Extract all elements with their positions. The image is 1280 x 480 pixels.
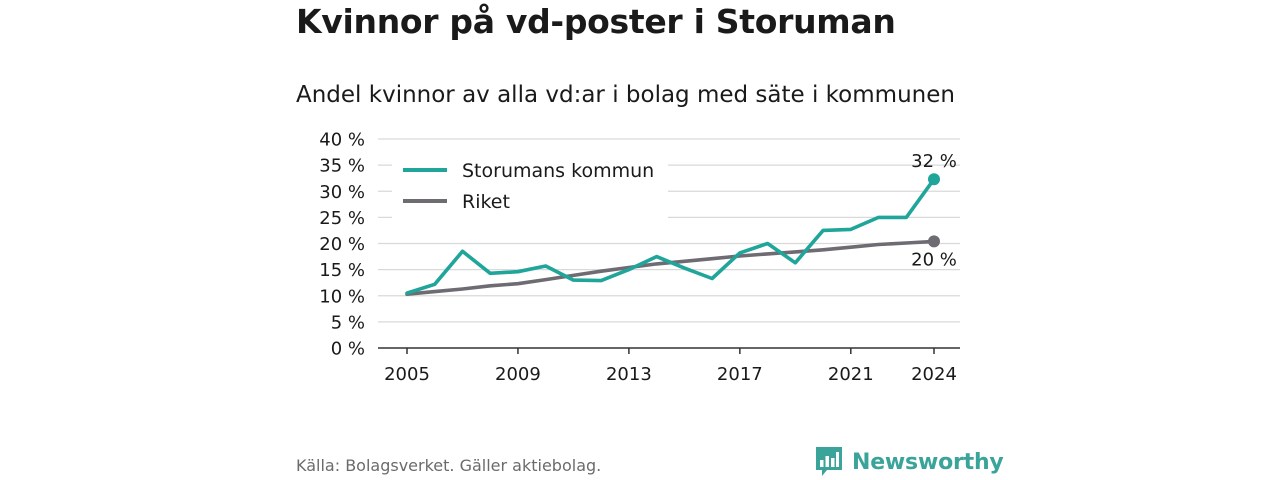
series-line-storuman xyxy=(405,177,936,295)
y-tick-label: 20 % xyxy=(319,234,365,255)
y-tick-label: 35 % xyxy=(319,156,365,177)
x-tick-label: 2021 xyxy=(828,364,874,385)
series-end-point-riket xyxy=(928,235,940,248)
y-tick-label: 30 % xyxy=(319,182,365,203)
series-end-point-storuman xyxy=(928,173,940,186)
legend-label: Riket xyxy=(462,191,510,213)
line-chart: 0 % 5 % 10 % 15 % 20 % 25 % 30 % 35 % 40 % 2005 20… xyxy=(319,130,960,385)
x-tick-label: 2024 xyxy=(911,364,957,385)
y-tick-label: 25 % xyxy=(319,208,365,229)
y-tick-label: 40 % xyxy=(319,130,365,151)
y-tick-label: 5 % xyxy=(331,312,365,333)
chart-subtitle: Andel kvinnor av alla vd:ar i bolag med … xyxy=(296,82,955,108)
y-tick-label: 15 % xyxy=(319,260,365,281)
brand-name: Newsworthy xyxy=(852,449,1004,475)
y-tick-label: 0 % xyxy=(331,339,365,360)
newsworthy-logo: Newsworthy xyxy=(814,446,1004,478)
source-note: Källa: Bolagsverket. Gäller aktiebolag. xyxy=(296,456,602,475)
x-tick-label: 2005 xyxy=(384,364,430,385)
x-tick-label: 2017 xyxy=(717,364,763,385)
y-tick-label: 10 % xyxy=(319,286,365,307)
end-label-riket: 20 % xyxy=(911,249,957,270)
end-label-storuman: 32 % xyxy=(911,151,957,172)
x-tick-label: 2013 xyxy=(606,364,652,385)
legend-label: Storumans kommun xyxy=(462,160,654,182)
bar-chart-speech-bubble-icon xyxy=(816,447,842,476)
x-tick-label: 2009 xyxy=(495,364,541,385)
chart-title: Kvinnor på vd-poster i Storuman xyxy=(296,2,896,41)
legend-box xyxy=(392,152,668,218)
